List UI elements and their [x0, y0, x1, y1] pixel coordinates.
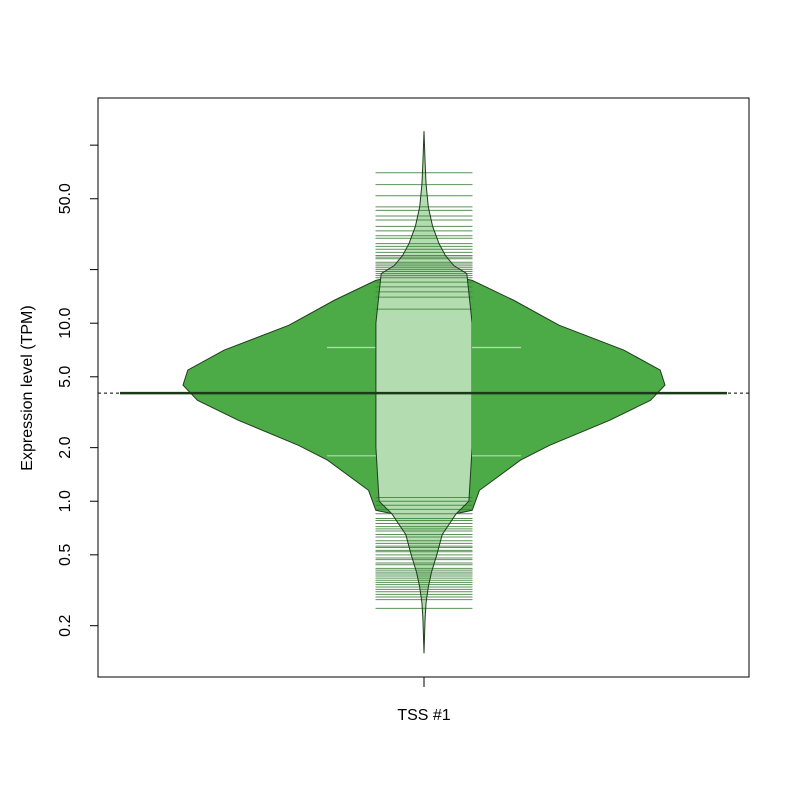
y-tick-label: 10.0	[57, 308, 74, 339]
y-tick-label: 2.0	[57, 436, 74, 458]
x-tick-label: TSS #1	[397, 707, 450, 724]
inner-bean-outline	[375, 131, 472, 654]
y-tick-label: 0.2	[57, 614, 74, 636]
y-axis-label: Expression level (TPM)	[19, 305, 36, 470]
y-tick-label: 5.0	[57, 366, 74, 388]
y-tick-label: 50.0	[57, 183, 74, 214]
y-tick-label: 1.0	[57, 490, 74, 512]
y-tick-label: 0.5	[57, 544, 74, 566]
